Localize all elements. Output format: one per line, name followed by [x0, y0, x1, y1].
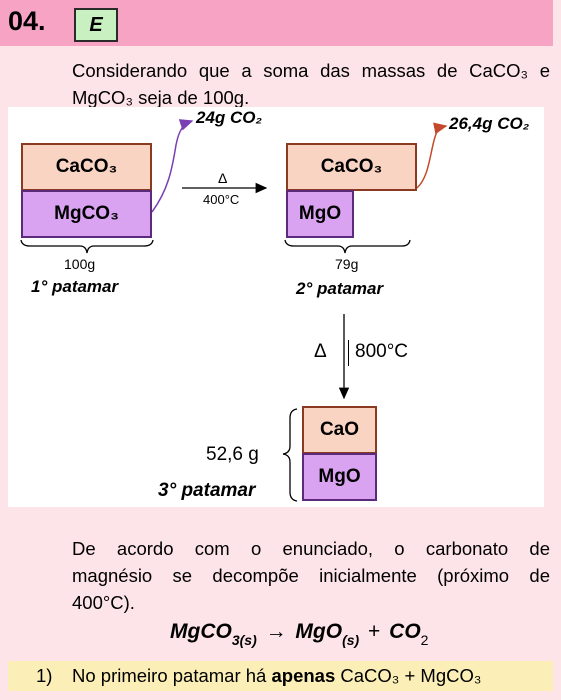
- co2-label-2: 26,4g CO₂: [449, 114, 530, 133]
- explanation-line-1: De acordo com o enunciado, o carbonato d…: [72, 538, 550, 559]
- answer-badge: E: [74, 8, 118, 42]
- delta-label-1: Δ: [218, 170, 228, 186]
- mass-label-3: 52,6 g: [206, 444, 259, 465]
- caco3-box-1: CaCO₃: [21, 143, 152, 191]
- mass-label-1: 100g: [64, 256, 96, 272]
- explanation-line-3: 400°C).: [72, 592, 135, 613]
- co2-release-arrow-1: [151, 119, 194, 213]
- statement-number: 1): [36, 665, 53, 686]
- cao-box-3: CaO: [302, 406, 377, 454]
- reaction-equation: MgCO3(s) → MgO(s) + CO2: [170, 620, 429, 648]
- temp-label-1: 400°C: [203, 192, 240, 207]
- co2-label-1: 24g CO₂: [196, 108, 262, 127]
- stage-label-3: 3° patamar: [158, 480, 256, 501]
- explanation-line-2: magnésio se decompõe inicialmente (próxi…: [72, 565, 550, 586]
- stage-label-1: 1° patamar: [31, 277, 119, 296]
- delta-label-2: Δ: [314, 341, 327, 362]
- statement-text: No primeiro patamar há apenas CaCO₃ + Mg…: [72, 665, 482, 686]
- intro-line-2: MgCO₃ seja de 100g.: [72, 87, 250, 108]
- brace-3: [282, 408, 298, 502]
- caco3-box-2: CaCO₃: [286, 143, 417, 191]
- mass-label-2: 79g: [335, 256, 359, 272]
- question-number: 04.: [8, 6, 46, 36]
- co2-release-arrow-2: [416, 122, 448, 189]
- mgco3-box-1: MgCO₃: [21, 190, 152, 238]
- mgo-box-2: MgO: [286, 190, 354, 238]
- stage-label-2: 2° patamar: [296, 279, 384, 298]
- intro-line-1: Considerando que a soma das massas de Ca…: [72, 60, 550, 81]
- explanation-text: De acordo com o enunciado, o carbonato d…: [72, 535, 550, 616]
- divider-bar: [348, 340, 349, 366]
- statement-row: 1) No primeiro patamar há apenas CaCO₃ +…: [8, 661, 553, 691]
- temp-label-2: 800°C: [355, 341, 409, 362]
- mgo-box-3: MgO: [302, 453, 377, 501]
- brace-1: [20, 239, 154, 254]
- brace-2: [284, 239, 411, 254]
- intro-text: Considerando que a soma das massas de Ca…: [72, 57, 550, 111]
